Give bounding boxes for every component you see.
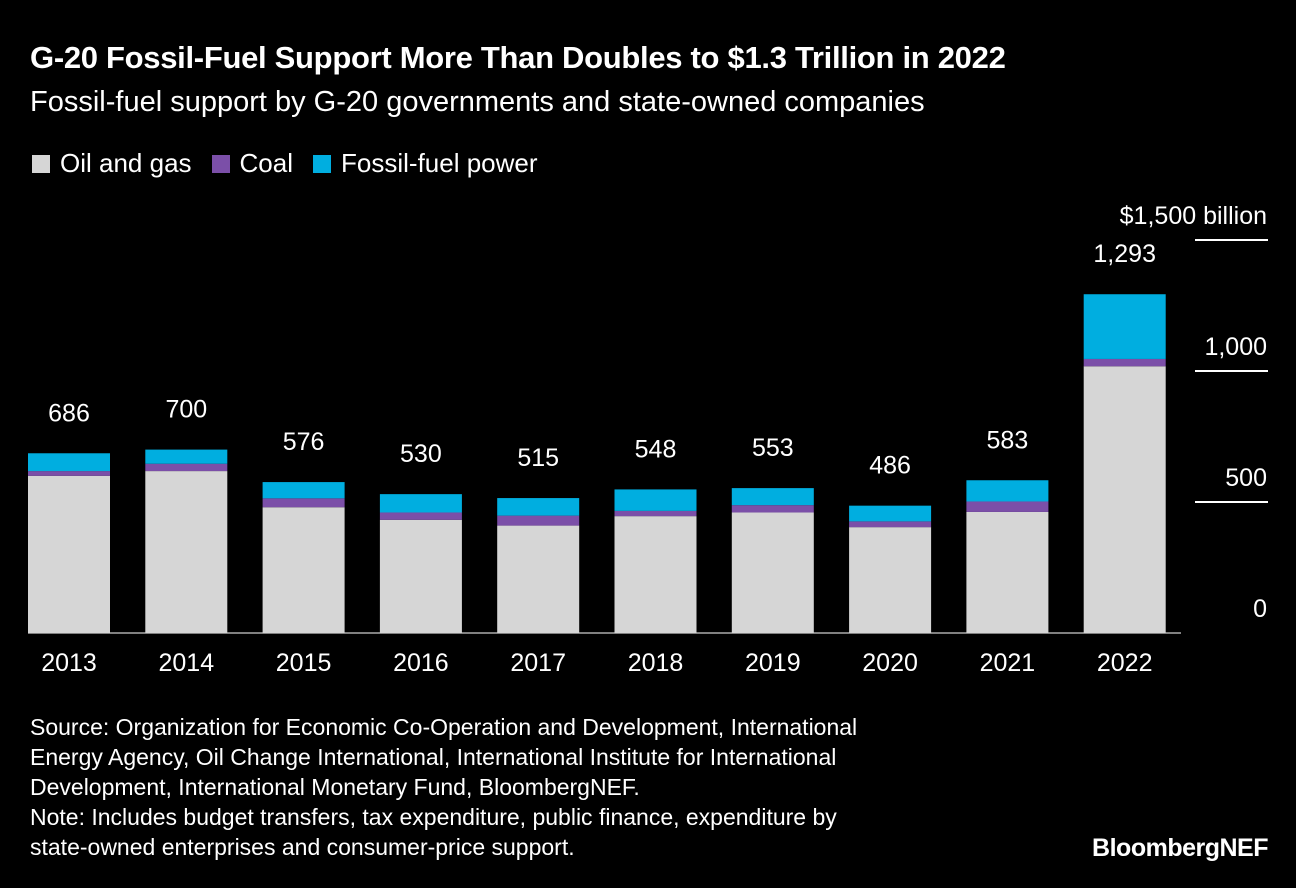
bar-fossil-fuel-power-2015: [262, 482, 345, 499]
source-line: Source: Organization for Economic Co-Ope…: [30, 714, 858, 740]
chart-title: G-20 Fossil-Fuel Support More Than Doubl…: [30, 40, 1006, 75]
total-label-2018: 548: [635, 435, 677, 463]
bloombergnef-logo: BloombergNEF: [1092, 834, 1268, 862]
bar-coal-2013: [28, 471, 110, 476]
bar-coal-2020: [849, 521, 932, 528]
legend-swatch-oil-and-gas: [32, 154, 50, 173]
bar-fossil-fuel-power-2018: [614, 489, 697, 511]
x-tick-label-2014: 2014: [158, 649, 214, 677]
bar-coal-2022: [1083, 358, 1166, 367]
bar-coal-2014: [145, 463, 228, 472]
y-tick-label: 0: [1253, 595, 1267, 623]
x-tick-label-2016: 2016: [393, 649, 449, 677]
bar-oil-and-gas-2018: [614, 516, 697, 633]
y-tick-label: 1,000: [1204, 333, 1267, 361]
bar-oil-and-gas-2013: [28, 475, 110, 633]
bar-oil-and-gas-2015: [262, 507, 345, 633]
bar-coal-2019: [731, 505, 814, 513]
source-line: Energy Agency, Oil Change International,…: [30, 744, 837, 770]
total-label-2022: 1,293: [1093, 240, 1156, 268]
legend-swatch-fossil-fuel-power: [313, 154, 332, 173]
bar-oil-and-gas-2019: [731, 512, 814, 633]
x-tick-label-2013: 2013: [41, 649, 97, 677]
bar-fossil-fuel-power-2022: [1083, 294, 1166, 359]
x-tick-label-2018: 2018: [628, 649, 684, 677]
total-label-2016: 530: [400, 440, 442, 468]
chart-footer: Source: Organization for Economic Co-Ope…: [30, 712, 1030, 862]
y-tick-label: $1,500 billion: [1120, 202, 1267, 230]
legend-swatch-coal: [211, 154, 230, 173]
y-tick-label: 500: [1225, 464, 1267, 492]
chart-subtitle: Fossil-fuel support by G-20 governments …: [30, 86, 925, 118]
note-line: state-owned enterprises and consumer-pri…: [30, 834, 575, 860]
total-label-2020: 486: [869, 452, 911, 480]
bar-oil-and-gas-2021: [966, 511, 1049, 633]
x-tick-label-2020: 2020: [862, 649, 918, 677]
x-tick-label-2019: 2019: [745, 649, 801, 677]
total-label-2015: 576: [283, 428, 325, 456]
bar-oil-and-gas-2022: [1083, 366, 1166, 633]
bar-coal-2016: [379, 512, 462, 520]
bar-fossil-fuel-power-2021: [966, 480, 1049, 502]
legend-label-oil-and-gas: Oil and gas: [60, 148, 192, 178]
bar-fossil-fuel-power-2014: [145, 449, 228, 464]
bar-coal-2018: [614, 510, 697, 517]
bar-fossil-fuel-power-2017: [497, 498, 580, 516]
legend: Oil and gas Coal Fossil-fuel power: [32, 148, 558, 179]
bar-fossil-fuel-power-2020: [849, 505, 932, 522]
legend-label-coal: Coal: [239, 148, 294, 178]
bar-oil-and-gas-2016: [379, 519, 462, 633]
x-tick-label-2015: 2015: [276, 649, 332, 677]
source-line: Development, International Monetary Fund…: [30, 774, 640, 800]
x-tick-label-2021: 2021: [980, 649, 1036, 677]
bar-coal-2021: [966, 501, 1049, 512]
bar-coal-2015: [262, 498, 345, 508]
legend-item-fossil-fuel-power: Fossil-fuel power: [313, 148, 538, 179]
total-label-2021: 583: [987, 426, 1029, 454]
total-label-2014: 700: [165, 396, 207, 424]
legend-item-coal: Coal: [211, 148, 294, 179]
bar-fossil-fuel-power-2013: [28, 453, 110, 472]
legend-item-oil-and-gas: Oil and gas: [32, 148, 192, 179]
bar-oil-and-gas-2014: [145, 471, 228, 633]
bar-coal-2017: [497, 515, 580, 526]
total-label-2013: 686: [48, 399, 90, 427]
bar-fossil-fuel-power-2019: [731, 488, 814, 506]
total-label-2017: 515: [517, 444, 559, 472]
total-label-2019: 553: [752, 434, 794, 462]
bar-oil-and-gas-2020: [849, 527, 932, 633]
x-tick-label-2022: 2022: [1097, 649, 1153, 677]
note-line: Note: Includes budget transfers, tax exp…: [30, 804, 837, 830]
legend-label-fossil-fuel-power: Fossil-fuel power: [341, 148, 538, 178]
x-tick-label-2017: 2017: [510, 649, 566, 677]
bar-fossil-fuel-power-2016: [379, 494, 462, 513]
bar-oil-and-gas-2017: [497, 525, 580, 633]
